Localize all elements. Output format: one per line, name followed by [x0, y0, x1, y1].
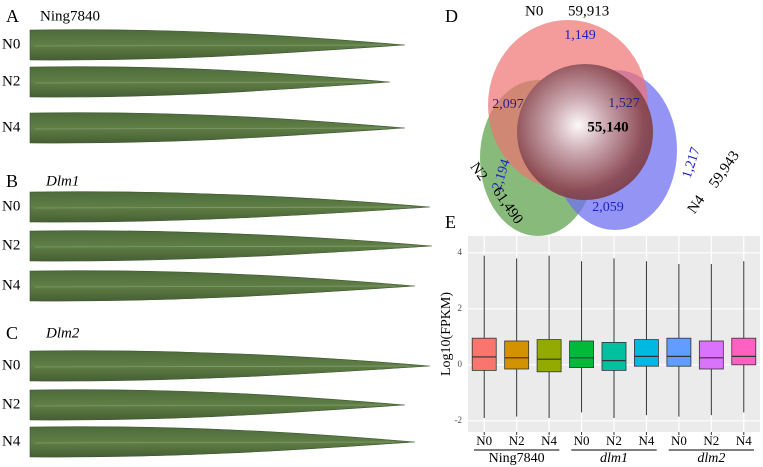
- region-count: 1,149: [564, 28, 596, 43]
- panel-letter: A: [6, 6, 19, 26]
- leaf-midrib: [34, 245, 413, 248]
- set-total: 59,913: [568, 3, 609, 19]
- x-tick-label: N0: [574, 433, 590, 448]
- leaf-midrib: [34, 81, 371, 84]
- leaf-midrib: [34, 44, 386, 47]
- treatment-label: N0: [2, 36, 20, 52]
- x-tick-label: N0: [476, 433, 492, 448]
- box: [634, 339, 659, 367]
- set-total: 59,943: [706, 148, 743, 191]
- panel-letter: D: [445, 6, 458, 26]
- box: [471, 337, 497, 371]
- y-axis-label: Log10(FPKM): [439, 292, 454, 376]
- leaf: [29, 29, 406, 61]
- leaf-midrib: [34, 441, 396, 444]
- leaf-midrib: [34, 404, 386, 407]
- region-count: 1,217: [680, 146, 704, 181]
- box: [698, 340, 724, 370]
- genotype-label: Dlm2: [45, 325, 80, 341]
- leaf-midrib: [34, 365, 411, 368]
- set-name: N0: [525, 3, 543, 19]
- leaf-midrib: [34, 206, 411, 209]
- venn-diagram: D N0 59,913 1,149 2,097 1,527 55,140 2,1…: [445, 3, 743, 236]
- leaf: [29, 426, 416, 458]
- region-count: 2,097: [492, 97, 524, 112]
- treatment-label: N0: [2, 198, 20, 214]
- x-tick-label: N2: [703, 433, 719, 448]
- y-tick-label: -2: [455, 415, 463, 425]
- intersection: [517, 64, 653, 200]
- y-tick-label: 4: [458, 247, 463, 257]
- box: [536, 339, 562, 373]
- genotype-label: Ning7840: [40, 8, 100, 24]
- treatment-label: N4: [2, 433, 21, 449]
- panel-letter: B: [6, 171, 18, 191]
- y-tick-label: 0: [458, 359, 463, 369]
- leaf: [29, 112, 406, 144]
- region-count: 2,059: [592, 200, 624, 215]
- x-tick-label: N4: [541, 433, 557, 448]
- group-label: dlm1: [600, 451, 628, 466]
- treatment-label: N2: [2, 237, 20, 253]
- treatment-label: N2: [2, 73, 20, 89]
- treatment-label: N2: [2, 396, 20, 412]
- box: [504, 340, 530, 370]
- x-tick-label: N4: [638, 433, 654, 448]
- leaf: [29, 191, 431, 223]
- panel-letter: E: [445, 212, 456, 232]
- x-tick-label: N2: [509, 433, 525, 448]
- group-label: dlm2: [697, 451, 725, 466]
- leaf-midrib: [34, 285, 396, 288]
- panel-letter: C: [6, 323, 18, 343]
- x-tick-label: N0: [671, 433, 687, 448]
- x-tick-label: N2: [606, 433, 622, 448]
- treatment-label: N4: [2, 277, 21, 293]
- leaf-midrib: [34, 127, 386, 130]
- x-tick-label: N4: [736, 433, 752, 448]
- box: [666, 337, 692, 367]
- leaf: [29, 230, 433, 262]
- genotype-label: Dlm1: [45, 173, 79, 189]
- set-name: N4: [685, 192, 709, 217]
- leaf: [29, 66, 391, 98]
- region-count: 1,527: [608, 96, 640, 111]
- y-tick-label: 2: [458, 303, 463, 313]
- leaf: [29, 389, 406, 421]
- group-label: Ning7840: [489, 451, 545, 466]
- box: [569, 340, 594, 369]
- leaf: [29, 270, 416, 302]
- box: [731, 337, 757, 366]
- region-count: 55,140: [587, 119, 628, 135]
- treatment-label: N4: [2, 119, 21, 135]
- box: [601, 341, 627, 371]
- treatment-label: N0: [2, 357, 20, 373]
- leaf: [29, 350, 431, 382]
